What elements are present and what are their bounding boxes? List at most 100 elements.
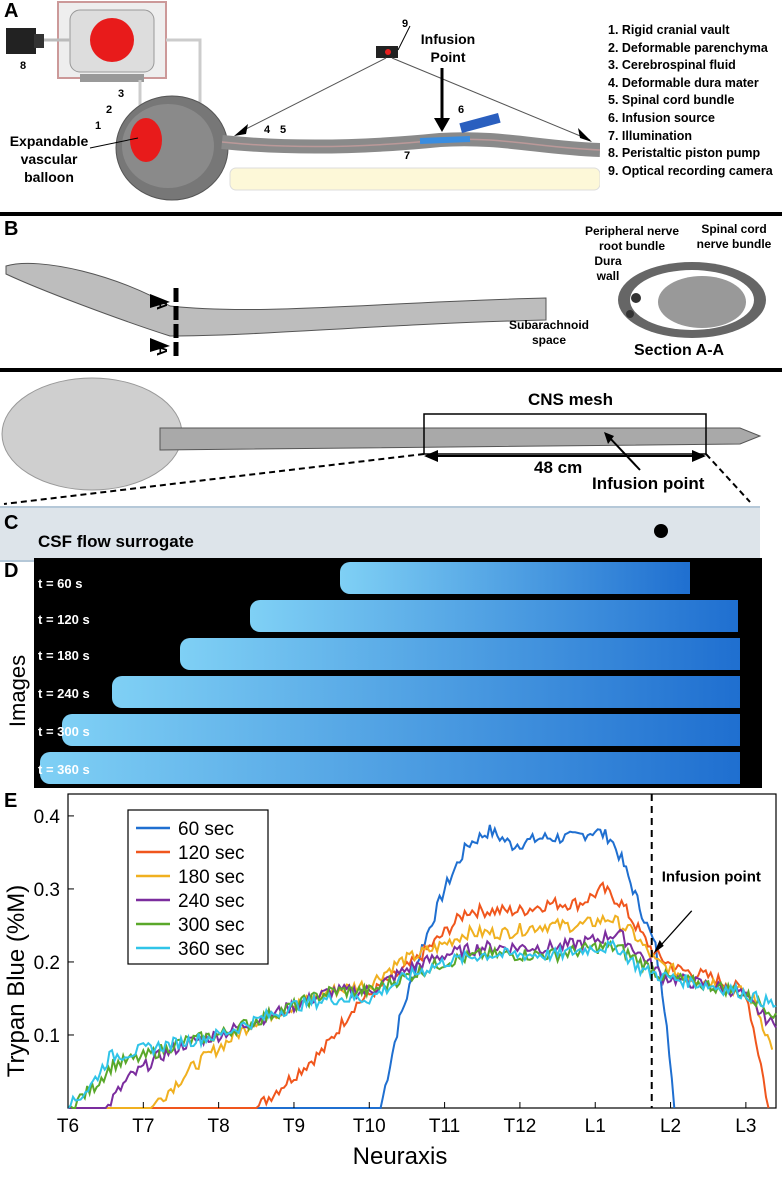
mesh-box [423,413,707,455]
time-label: t = 300 s [38,724,90,739]
infusion-point-label-b: Infusion point [592,474,705,493]
x-tick-label: T6 [57,1116,79,1137]
syringe [459,112,501,134]
trypan-blue-chart: 0.1 0.2 0.3 0.4 T6 T7 T8 T9 T10 T11 T12 L1 L2 L3 60 s… [3,793,777,1170]
panel-a: A 8 3 [0,0,782,212]
callout-3: 3 [118,88,125,100]
spinal-mesh-illustration [5,262,547,356]
x-tick-label: T10 [353,1116,386,1137]
legend-label: 300 sec [178,915,245,936]
panel-e: E 0.1 0.2 0.3 0.4 T6 T7 T8 T9 T10 T11 T12 L1 L2 L3 60… [0,788,782,1177]
peripheral-label: Peripheral nerve root bundle [584,224,680,253]
divider [0,368,782,372]
time-label: t = 60 s [38,576,83,591]
legend-label: 360 sec [178,939,245,960]
legend-item: 5. Spinal cord bundle [608,93,735,108]
x-tick-label: L1 [585,1116,606,1137]
y-axis-label: Trypan Blue (%M) [3,885,30,1078]
callout-5: 5 [280,124,287,136]
x-tick-label: L3 [735,1116,756,1137]
x-tick-label: T11 [429,1116,460,1137]
x-tick-label: L2 [660,1116,681,1137]
dye-strip [62,714,740,746]
csf-label: CSF flow surrogate [38,532,194,551]
balloon-label: Expandable vascular balloon [9,133,89,185]
dye-strip [40,752,740,784]
image-strip-bg [34,558,762,788]
series-line [68,913,774,1109]
legend-label: 180 sec [178,867,245,888]
infusion-dot [654,524,668,538]
callout-1: 1 [95,120,102,132]
x-tick-label: T12 [504,1116,537,1137]
time-label: t = 360 s [38,762,90,777]
infusion-annotation: Infusion point [662,869,761,886]
camera-8 [6,28,36,54]
callout-9: 9 [402,18,409,30]
dura-label: Dura wall [594,254,622,283]
time-label: t = 240 s [38,686,90,701]
spinal-column [221,132,600,157]
panel-d-letter: D [4,560,19,582]
legend-label: 60 sec [178,819,234,840]
panel-b: B A A Peripheral nerve root bundle Spina… [0,216,782,370]
panel-a-letter: A [4,0,19,22]
panel-e-letter: E [4,790,18,812]
panel-c: C CSF flow surrogate [0,506,760,562]
cns-mesh-overview: CNS mesh 48 cm Infusion point [0,374,782,506]
legend-label: 240 sec [178,891,245,912]
section-title: Section A-A [634,342,725,359]
legend-label: 120 sec [178,843,245,864]
y-tick-label: 0.2 [34,953,60,974]
legend-item: 1. Rigid cranial vault [608,23,730,37]
panel-c-letter: C [4,512,19,534]
panel-a-legend: 1. Rigid cranial vault 2. Deformable par… [608,22,773,180]
dye-strip [112,676,740,708]
time-label: t = 120 s [38,612,90,627]
divider [0,212,782,216]
legend-item: 6. Infusion source [608,110,715,125]
plot-frame [67,793,777,1109]
callout-7: 7 [404,150,411,162]
cns-mesh-illustration [1,377,762,505]
y-tick-label: 0.4 [34,807,61,828]
cns-mesh-label: CNS mesh [528,390,614,409]
x-axis-label: Neuraxis [353,1143,448,1170]
dye-strip [340,562,690,594]
y-tick-label: 0.1 [34,1026,60,1047]
legend-item: 9. Optical recording camera [608,163,773,178]
vascular-balloon [130,118,162,162]
series-line [67,938,777,1109]
panel-b-letter: B [4,218,19,240]
x-tick-label: T8 [208,1116,230,1137]
legend-item: 7. Illumination [608,128,693,143]
illumination-bar [229,167,600,191]
section-marker-top: A [152,299,170,310]
callout-4: 4 [264,124,271,136]
time-label: t = 180 s [38,648,90,663]
annotation-arrowhead [653,940,664,954]
panel-d: D Images t = 60 s t = 120 s t = 180 s t … [0,558,762,788]
section-marker-bottom: A [152,345,170,356]
legend-item: 4. Deformable dura mater [608,75,759,90]
legend-box [127,809,269,965]
callout-2: 2 [106,104,113,116]
x-tick-label: T7 [132,1116,154,1137]
length-label: 48 cm [534,458,583,477]
section-aa-illustration [618,262,766,338]
legend-item: 2. Deformable parenchyma [608,40,768,55]
spinal-label: Spinal cord nerve bundle [696,222,772,251]
callout-8: 8 [20,60,27,72]
pump-piston [90,18,134,62]
subarachnoid-label: Subarachnoid space [508,318,589,347]
legend-item: 3. Cerebrospinal fluid [608,58,736,73]
infusion-point-label: Infusion Point [420,31,476,65]
x-tick-label: T9 [283,1116,305,1137]
panel-d-ylabel: Images [5,654,31,728]
dye-strip [180,638,740,670]
dye-strip [250,600,738,632]
y-tick-label: 0.3 [34,880,60,901]
panel-a-illustration [6,1,600,201]
legend-item: 8. Peristaltic piston pump [608,146,761,161]
callout-6: 6 [458,104,465,116]
